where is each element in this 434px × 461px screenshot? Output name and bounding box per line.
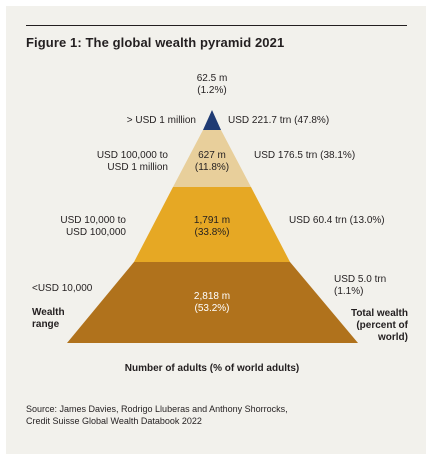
bottom-axis-label: Number of adults (% of world adults) [124,363,300,374]
middle-range: USD 10,000 to USD 100,000 [60,215,126,238]
right-axis-label: Total wealth (percent of world) [350,308,408,343]
middle-adults: 1,791 m (33.8%) [193,215,231,238]
upper-middle-wealth: USD 176.5 trn (38.1%) [254,150,356,161]
upper-middle-adults: 627 m (11.8%) [194,150,230,173]
tier-middle [134,187,290,262]
tier-top [203,110,221,130]
tier-base [67,262,358,343]
base-adults: 2,818 m (53.2%) [193,291,231,314]
title-rule [26,25,407,26]
tier-upper-middle [173,130,251,187]
source-note: Source: James Davies, Rodrigo Lluberas a… [26,404,288,426]
base-wealth: USD 5.0 trn (1.1%) [334,274,387,297]
top-adults: 62.5 m (1.2%) [196,73,228,96]
top-wealth: USD 221.7 trn (47.8%) [228,115,330,126]
top-range: > USD 1 million [126,115,196,126]
base-range: <USD 10,000 [32,283,93,294]
upper-middle-range: USD 100,000 to USD 1 million [96,150,168,173]
left-axis-label: Wealth range [32,307,65,330]
middle-wealth: USD 60.4 trn (13.0%) [289,215,385,226]
figure-title: Figure 1: The global wealth pyramid 2021 [26,35,285,50]
